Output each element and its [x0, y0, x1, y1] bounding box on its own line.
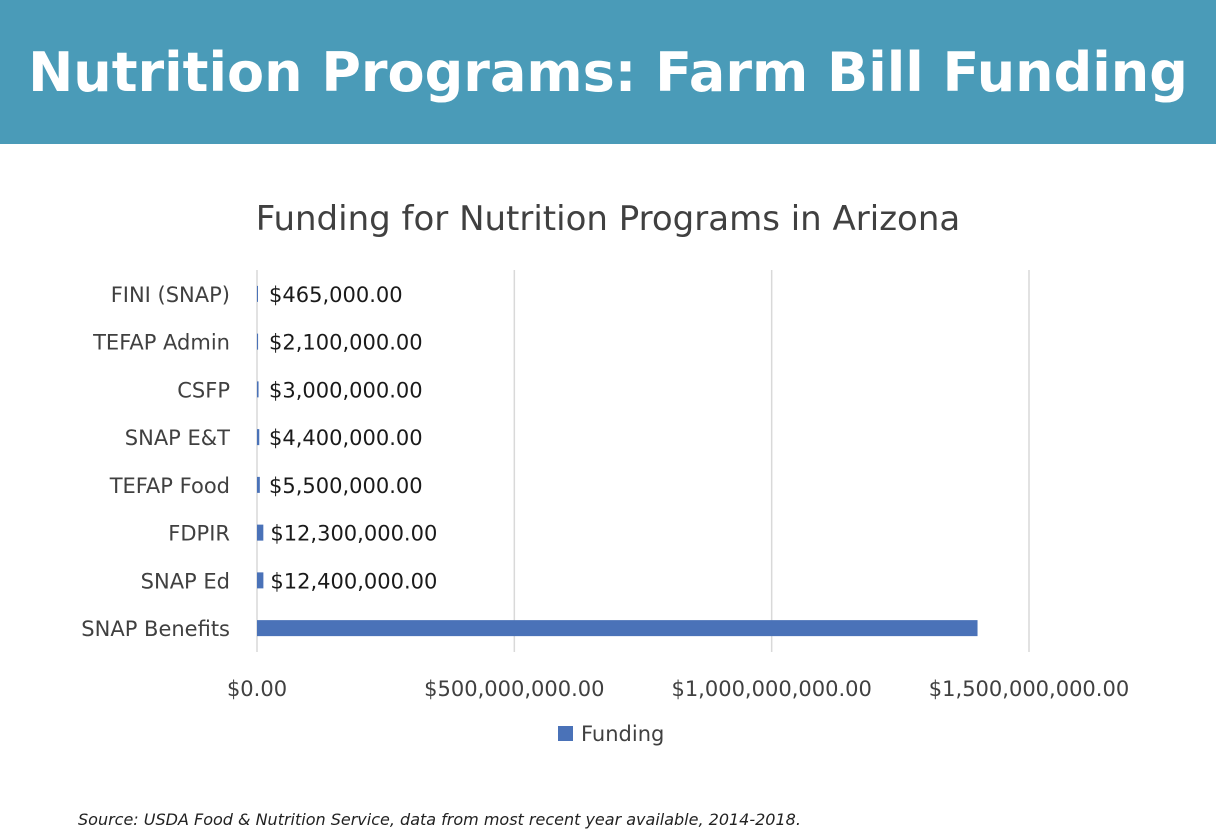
- data-label: $12,300,000.00: [270, 522, 437, 546]
- category-label: SNAP Benefits: [81, 617, 230, 641]
- category-label: SNAP Ed: [141, 569, 230, 593]
- bar: [257, 429, 260, 446]
- header-banner: Nutrition Programs: Farm Bill Funding: [0, 0, 1216, 144]
- legend-swatch: [558, 726, 573, 741]
- x-tick-label: $0.00: [227, 677, 287, 701]
- category-label: TEFAP Food: [109, 474, 230, 498]
- bar: [257, 381, 259, 398]
- category-label: TEFAP Admin: [92, 331, 230, 355]
- x-tick-label: $1,500,000,000.00: [929, 677, 1129, 701]
- data-label: $2,100,000.00: [269, 331, 423, 355]
- category-label: CSFP: [177, 378, 230, 402]
- legend: Funding: [558, 722, 664, 746]
- bar: [257, 572, 264, 589]
- data-label: $3,000,000.00: [269, 378, 423, 402]
- bar-chart: Funding for Nutrition Programs in Arizon…: [81, 199, 1129, 746]
- x-axis-ticks: $0.00 $500,000,000.00 $1,000,000,000.00 $1,…: [227, 677, 1129, 701]
- bar: [257, 333, 259, 350]
- bars: [257, 285, 978, 637]
- x-tick-label: $500,000,000.00: [424, 677, 604, 701]
- data-label: $5,500,000.00: [269, 474, 423, 498]
- data-labels: $465,000.00 $2,100,000.00 $3,000,000.00 $4,…: [269, 283, 437, 594]
- category-label: FINI (SNAP): [111, 283, 230, 307]
- page-title: Nutrition Programs: Farm Bill Funding: [28, 40, 1188, 104]
- x-tick-label: $1,000,000,000.00: [671, 677, 871, 701]
- bar: [257, 620, 978, 637]
- category-label: FDPIR: [168, 522, 230, 546]
- bar: [257, 524, 264, 541]
- chart-title: Funding for Nutrition Programs in Arizon…: [256, 199, 961, 239]
- data-label: $465,000.00: [269, 283, 403, 307]
- data-label: $4,400,000.00: [269, 426, 423, 450]
- category-label: SNAP E&T: [125, 426, 230, 450]
- category-labels: FINI (SNAP) TEFAP Admin CSFP SNAP E&T TEFAP …: [81, 283, 230, 641]
- gridlines: [256, 270, 1030, 652]
- bar: [257, 476, 260, 493]
- bar: [257, 285, 258, 302]
- data-label: $12,400,000.00: [270, 569, 437, 593]
- legend-label: Funding: [581, 722, 664, 746]
- source-note: Source: USDA Food & Nutrition Service, d…: [78, 810, 801, 829]
